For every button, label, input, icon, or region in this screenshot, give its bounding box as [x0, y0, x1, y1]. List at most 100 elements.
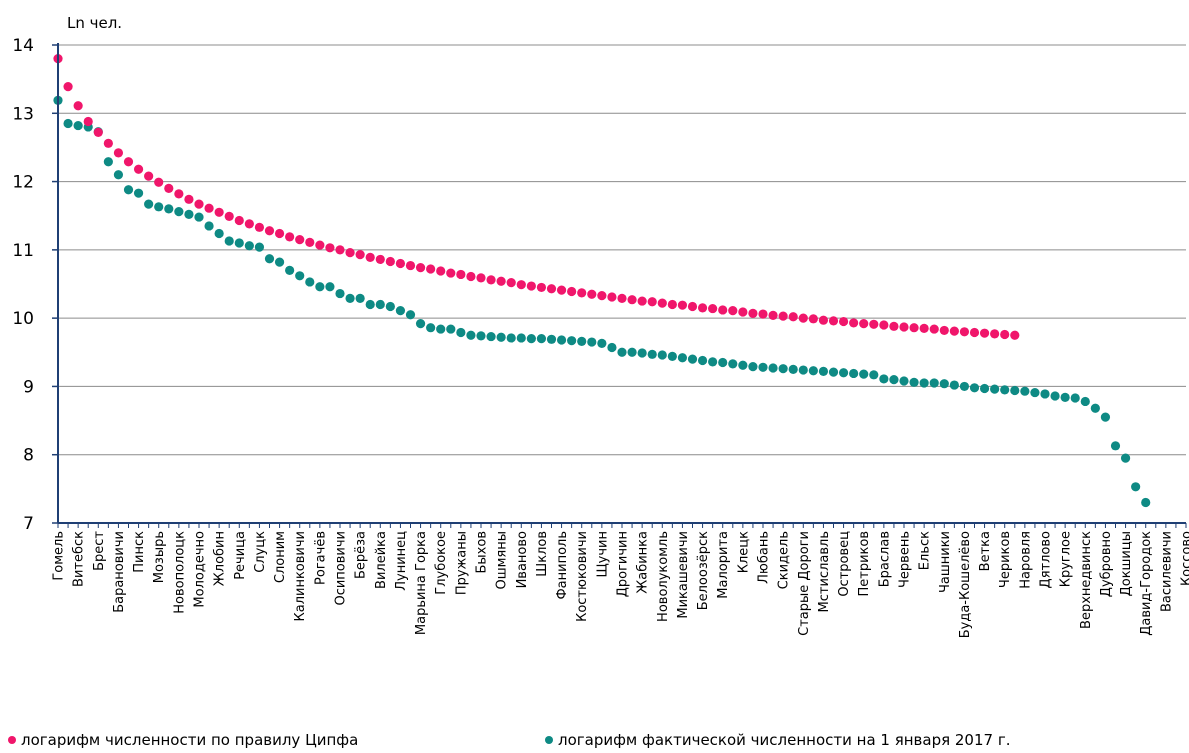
- x-tick-label: Буда-Кошелёво: [958, 531, 973, 638]
- y-tick-label: 11: [12, 241, 34, 261]
- data-point: [546, 284, 557, 294]
- data-point: [1020, 386, 1030, 396]
- x-tick-label: Иваново: [515, 531, 530, 588]
- data-point: [1000, 329, 1010, 340]
- data-point: [345, 247, 355, 258]
- data-point: [828, 367, 839, 377]
- data-point: [567, 336, 577, 346]
- data-point: [1060, 392, 1070, 402]
- data-point: [567, 286, 577, 297]
- data-point: [899, 376, 909, 386]
- data-point: [355, 293, 365, 303]
- data-point: [456, 269, 466, 280]
- series-0: [53, 54, 1020, 340]
- data-point: [627, 295, 637, 305]
- legend-item-zipf: логарифм численности по правилу Ципфа: [8, 731, 358, 749]
- data-point: [264, 226, 275, 236]
- data-point: [1000, 385, 1010, 395]
- y-tick-label: 13: [12, 104, 34, 124]
- data-point: [355, 250, 365, 260]
- data-point: [123, 185, 134, 195]
- data-point: [687, 354, 698, 364]
- x-tick-label: Ошмяны: [495, 531, 510, 590]
- data-point: [73, 101, 83, 111]
- data-point: [476, 331, 486, 341]
- data-point: [365, 252, 375, 262]
- data-point: [879, 374, 889, 384]
- x-tick-label: Рогачёв: [313, 531, 328, 585]
- data-point: [1070, 393, 1080, 403]
- x-tick-label: Коссово: [1180, 531, 1189, 586]
- x-tick-label: Марьина Горка: [414, 531, 429, 635]
- data-point: [93, 127, 103, 138]
- data-point: [274, 228, 285, 239]
- data-point: [446, 268, 456, 278]
- data-point: [446, 324, 456, 334]
- data-point: [667, 351, 677, 361]
- data-point: [133, 164, 144, 174]
- data-point: [818, 366, 829, 377]
- data-point: [415, 319, 426, 329]
- x-tick-label: Вилейка: [374, 531, 389, 589]
- data-point: [758, 362, 768, 372]
- data-point: [506, 278, 516, 288]
- data-point: [365, 299, 375, 310]
- data-point: [325, 282, 335, 292]
- data-point: [979, 383, 990, 394]
- x-tick-label: Шклов: [535, 531, 550, 577]
- data-point: [73, 120, 83, 131]
- x-tick-label: Дубровно: [1099, 531, 1114, 597]
- x-tick-label: Брест: [92, 531, 107, 571]
- data-point: [103, 138, 113, 148]
- data-point: [838, 316, 849, 327]
- data-point: [607, 342, 617, 353]
- x-tick-label: Скидель: [777, 531, 792, 589]
- data-point: [1050, 391, 1060, 401]
- data-point: [254, 222, 265, 232]
- data-point: [436, 266, 446, 276]
- x-tick-label: Лунинец: [394, 531, 409, 591]
- data-point: [285, 265, 295, 275]
- data-point: [597, 291, 607, 301]
- data-point: [1120, 453, 1131, 463]
- data-point: [486, 275, 496, 285]
- data-point: [466, 330, 476, 340]
- data-point: [476, 273, 486, 283]
- data-point: [234, 215, 244, 226]
- data-point: [919, 323, 929, 333]
- data-point: [194, 212, 204, 222]
- series-layer: [53, 54, 1151, 508]
- y-tick-label: 12: [12, 173, 34, 193]
- data-point: [859, 319, 869, 329]
- x-tick-label: Щучин: [595, 531, 610, 578]
- data-point: [728, 306, 738, 316]
- data-point: [395, 258, 406, 269]
- data-point: [677, 300, 688, 310]
- legend-label-actual: логарифм фактической численности на 1 ян…: [558, 731, 1011, 749]
- data-point: [83, 116, 93, 127]
- y-tick-label: 8: [23, 446, 34, 466]
- data-point: [687, 301, 698, 312]
- data-point: [617, 293, 627, 303]
- data-point: [969, 327, 980, 338]
- x-tick-label: Ветка: [978, 531, 993, 571]
- x-tick-label: Жабинка: [636, 531, 651, 594]
- x-tick-label: Белоозёрск: [696, 531, 711, 610]
- data-point: [556, 285, 567, 295]
- data-point: [889, 375, 899, 385]
- data-point: [939, 325, 949, 336]
- data-point: [708, 357, 718, 367]
- data-point: [63, 118, 73, 129]
- data-point: [657, 350, 667, 360]
- axes: [57, 43, 1186, 524]
- y-axis-ticks: 7 8 9 10 11 12 13 14: [12, 36, 58, 534]
- data-point: [929, 324, 939, 334]
- data-point: [859, 369, 869, 379]
- data-point: [718, 357, 728, 368]
- x-tick-label: Мозырь: [152, 531, 167, 583]
- x-tick-label: Дятлово: [1039, 531, 1054, 588]
- data-point: [869, 319, 879, 329]
- x-tick-label: Любань: [757, 531, 772, 584]
- data-point: [335, 288, 345, 299]
